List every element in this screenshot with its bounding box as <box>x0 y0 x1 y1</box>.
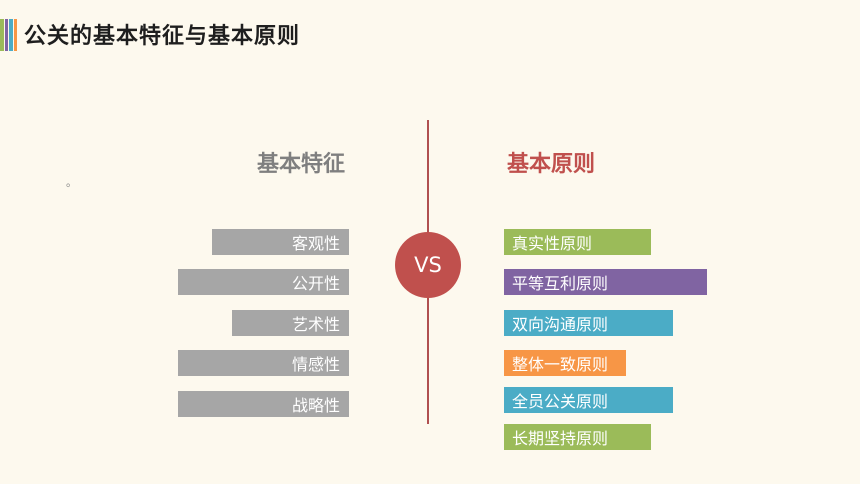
page-title: 公关的基本特征与基本原则 <box>24 24 301 49</box>
vs-circle: VS <box>395 232 461 298</box>
features-heading: 基本特征 <box>256 152 345 177</box>
principle-bar-all-staff-pr: 全员公关原则 <box>504 387 673 413</box>
feature-bar-objective: 客观性 <box>212 229 349 255</box>
feature-bar-emotion: 情感性 <box>178 350 349 376</box>
accent-bar-purple <box>4 19 8 51</box>
principle-bar-mutual-benefit: 平等互利原则 <box>504 269 707 295</box>
accent-bar-orange <box>13 19 17 51</box>
principle-bar-long-term: 长期坚持原则 <box>504 424 651 450</box>
stray-punctuation: 。 <box>66 176 77 189</box>
feature-bar-openness: 公开性 <box>178 269 349 295</box>
principle-bar-overall-consistency: 整体一致原则 <box>504 350 626 376</box>
accent-bar-green <box>0 19 4 51</box>
title-accent-bars <box>0 19 18 51</box>
feature-bar-artistry: 艺术性 <box>232 310 349 336</box>
accent-bar-blue <box>9 19 13 51</box>
feature-bar-strategy: 战略性 <box>178 391 349 417</box>
principle-bar-two-way-communication: 双向沟通原则 <box>504 310 673 336</box>
principle-bar-truthfulness: 真实性原则 <box>504 229 651 255</box>
principles-heading: 基本原则 <box>507 152 596 177</box>
